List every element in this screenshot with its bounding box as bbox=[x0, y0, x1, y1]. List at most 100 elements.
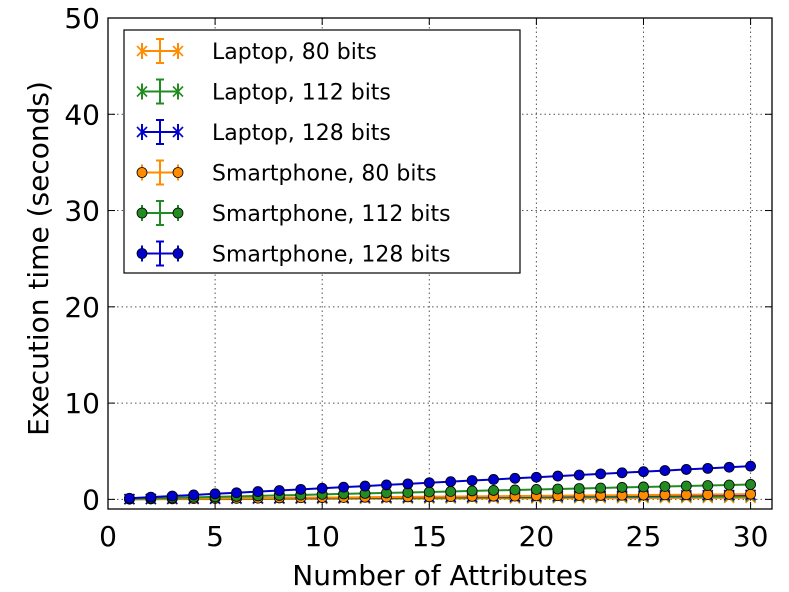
legend-marker bbox=[172, 207, 184, 219]
legend-marker bbox=[136, 248, 148, 259]
marker-stroke bbox=[136, 85, 148, 98]
x-axis-label: Number of Attributes bbox=[292, 559, 588, 592]
legend-label: Laptop, 112 bits bbox=[212, 81, 391, 106]
data-point bbox=[530, 484, 542, 495]
data-point bbox=[509, 472, 521, 484]
data-point bbox=[616, 467, 628, 479]
data-point bbox=[359, 480, 371, 492]
data-point bbox=[745, 479, 756, 490]
data-point bbox=[488, 474, 499, 485]
data-point bbox=[530, 471, 542, 483]
marker-stroke bbox=[136, 126, 148, 138]
legend-item: Laptop, 112 bits bbox=[136, 78, 391, 106]
legend-marker bbox=[136, 167, 148, 178]
data-point bbox=[188, 489, 200, 501]
legend-marker bbox=[136, 207, 148, 219]
y-tick-label: 20 bbox=[64, 291, 100, 324]
marker-stroke bbox=[172, 85, 184, 98]
data-point bbox=[745, 488, 756, 500]
data-point bbox=[573, 483, 585, 494]
legend-label: Smartphone, 80 bits bbox=[212, 162, 437, 187]
data-point bbox=[488, 485, 499, 496]
data-point bbox=[145, 491, 157, 503]
data-point bbox=[381, 479, 392, 491]
legend-marker bbox=[172, 167, 184, 178]
marker-stroke bbox=[136, 45, 148, 57]
axis-ticks: 0 5 10 15 20 25 30 0 10 20 30 40 50 bbox=[64, 2, 772, 553]
data-point bbox=[745, 460, 756, 472]
y-tick-label: 0 bbox=[82, 483, 100, 516]
x-tick-label: 5 bbox=[206, 520, 224, 553]
data-point bbox=[295, 483, 307, 495]
data-point bbox=[316, 482, 328, 494]
legend-item: Laptop, 128 bits bbox=[136, 119, 391, 146]
plot-frame bbox=[107, 17, 773, 510]
legend-label: Laptop, 80 bits bbox=[212, 40, 377, 65]
data-point bbox=[231, 487, 242, 499]
x-tick-label: 25 bbox=[626, 520, 662, 553]
data-point bbox=[638, 466, 649, 478]
legend: Laptop, 80 bits Laptop, 112 bits Laptop, 1… bbox=[123, 29, 521, 274]
data-point bbox=[680, 480, 692, 492]
data-point bbox=[595, 482, 607, 494]
x-tick-label: 0 bbox=[99, 520, 117, 553]
data-point bbox=[638, 481, 649, 493]
legend-marker bbox=[136, 85, 148, 98]
data-point bbox=[702, 462, 714, 474]
legend-item: Smartphone, 112 bits bbox=[136, 200, 451, 227]
data-point bbox=[445, 486, 457, 497]
data-point bbox=[273, 485, 285, 496]
data-point bbox=[723, 479, 735, 491]
data-point bbox=[659, 465, 671, 476]
data-point bbox=[680, 464, 692, 475]
legend-marker bbox=[172, 248, 184, 259]
data-point bbox=[423, 486, 435, 498]
series-line bbox=[129, 465, 751, 500]
legend-label: Laptop, 128 bits bbox=[212, 121, 391, 146]
legend-marker bbox=[172, 85, 184, 98]
x-tick-label: 15 bbox=[411, 520, 447, 553]
data-point bbox=[552, 483, 564, 495]
legend-marker bbox=[172, 45, 184, 57]
y-tick-label: 10 bbox=[64, 387, 100, 420]
data-point bbox=[723, 461, 735, 473]
series-layer bbox=[123, 460, 757, 505]
data-point bbox=[509, 484, 521, 496]
data-point bbox=[723, 488, 735, 500]
series-smartphone-128-bits bbox=[124, 460, 756, 504]
data-point bbox=[552, 470, 564, 482]
data-point bbox=[466, 485, 478, 497]
data-point bbox=[702, 489, 714, 500]
data-point bbox=[338, 481, 350, 493]
legend-label: Smartphone, 112 bits bbox=[212, 202, 451, 227]
data-point bbox=[573, 469, 585, 481]
data-point bbox=[166, 490, 178, 502]
x-tick-label: 30 bbox=[733, 520, 769, 553]
data-point bbox=[659, 481, 671, 492]
x-tick-label: 20 bbox=[519, 520, 555, 553]
data-point bbox=[445, 476, 457, 488]
legend-marker bbox=[136, 126, 148, 138]
legend-item: Smartphone, 80 bits bbox=[136, 159, 437, 187]
legend-label: Smartphone, 128 bits bbox=[212, 243, 451, 268]
legend-box bbox=[123, 29, 521, 274]
x-tick-label: 10 bbox=[304, 520, 340, 553]
y-tick-label: 30 bbox=[64, 195, 100, 228]
data-point bbox=[423, 477, 435, 489]
legend-marker bbox=[172, 126, 184, 138]
legend-marker bbox=[136, 45, 148, 57]
data-point bbox=[466, 475, 478, 486]
marker-stroke bbox=[172, 126, 184, 138]
data-point bbox=[595, 468, 607, 480]
legend-item: Laptop, 80 bits bbox=[136, 38, 377, 65]
y-tick-label: 50 bbox=[64, 2, 100, 35]
y-tick-label: 40 bbox=[64, 98, 100, 131]
data-point bbox=[616, 482, 628, 493]
data-point bbox=[252, 486, 264, 497]
data-point bbox=[209, 488, 221, 500]
data-point bbox=[702, 480, 714, 491]
data-point bbox=[402, 478, 414, 490]
legend-item: Smartphone, 128 bits bbox=[136, 240, 451, 268]
y-axis-label: Execution time (seconds) bbox=[22, 81, 55, 436]
